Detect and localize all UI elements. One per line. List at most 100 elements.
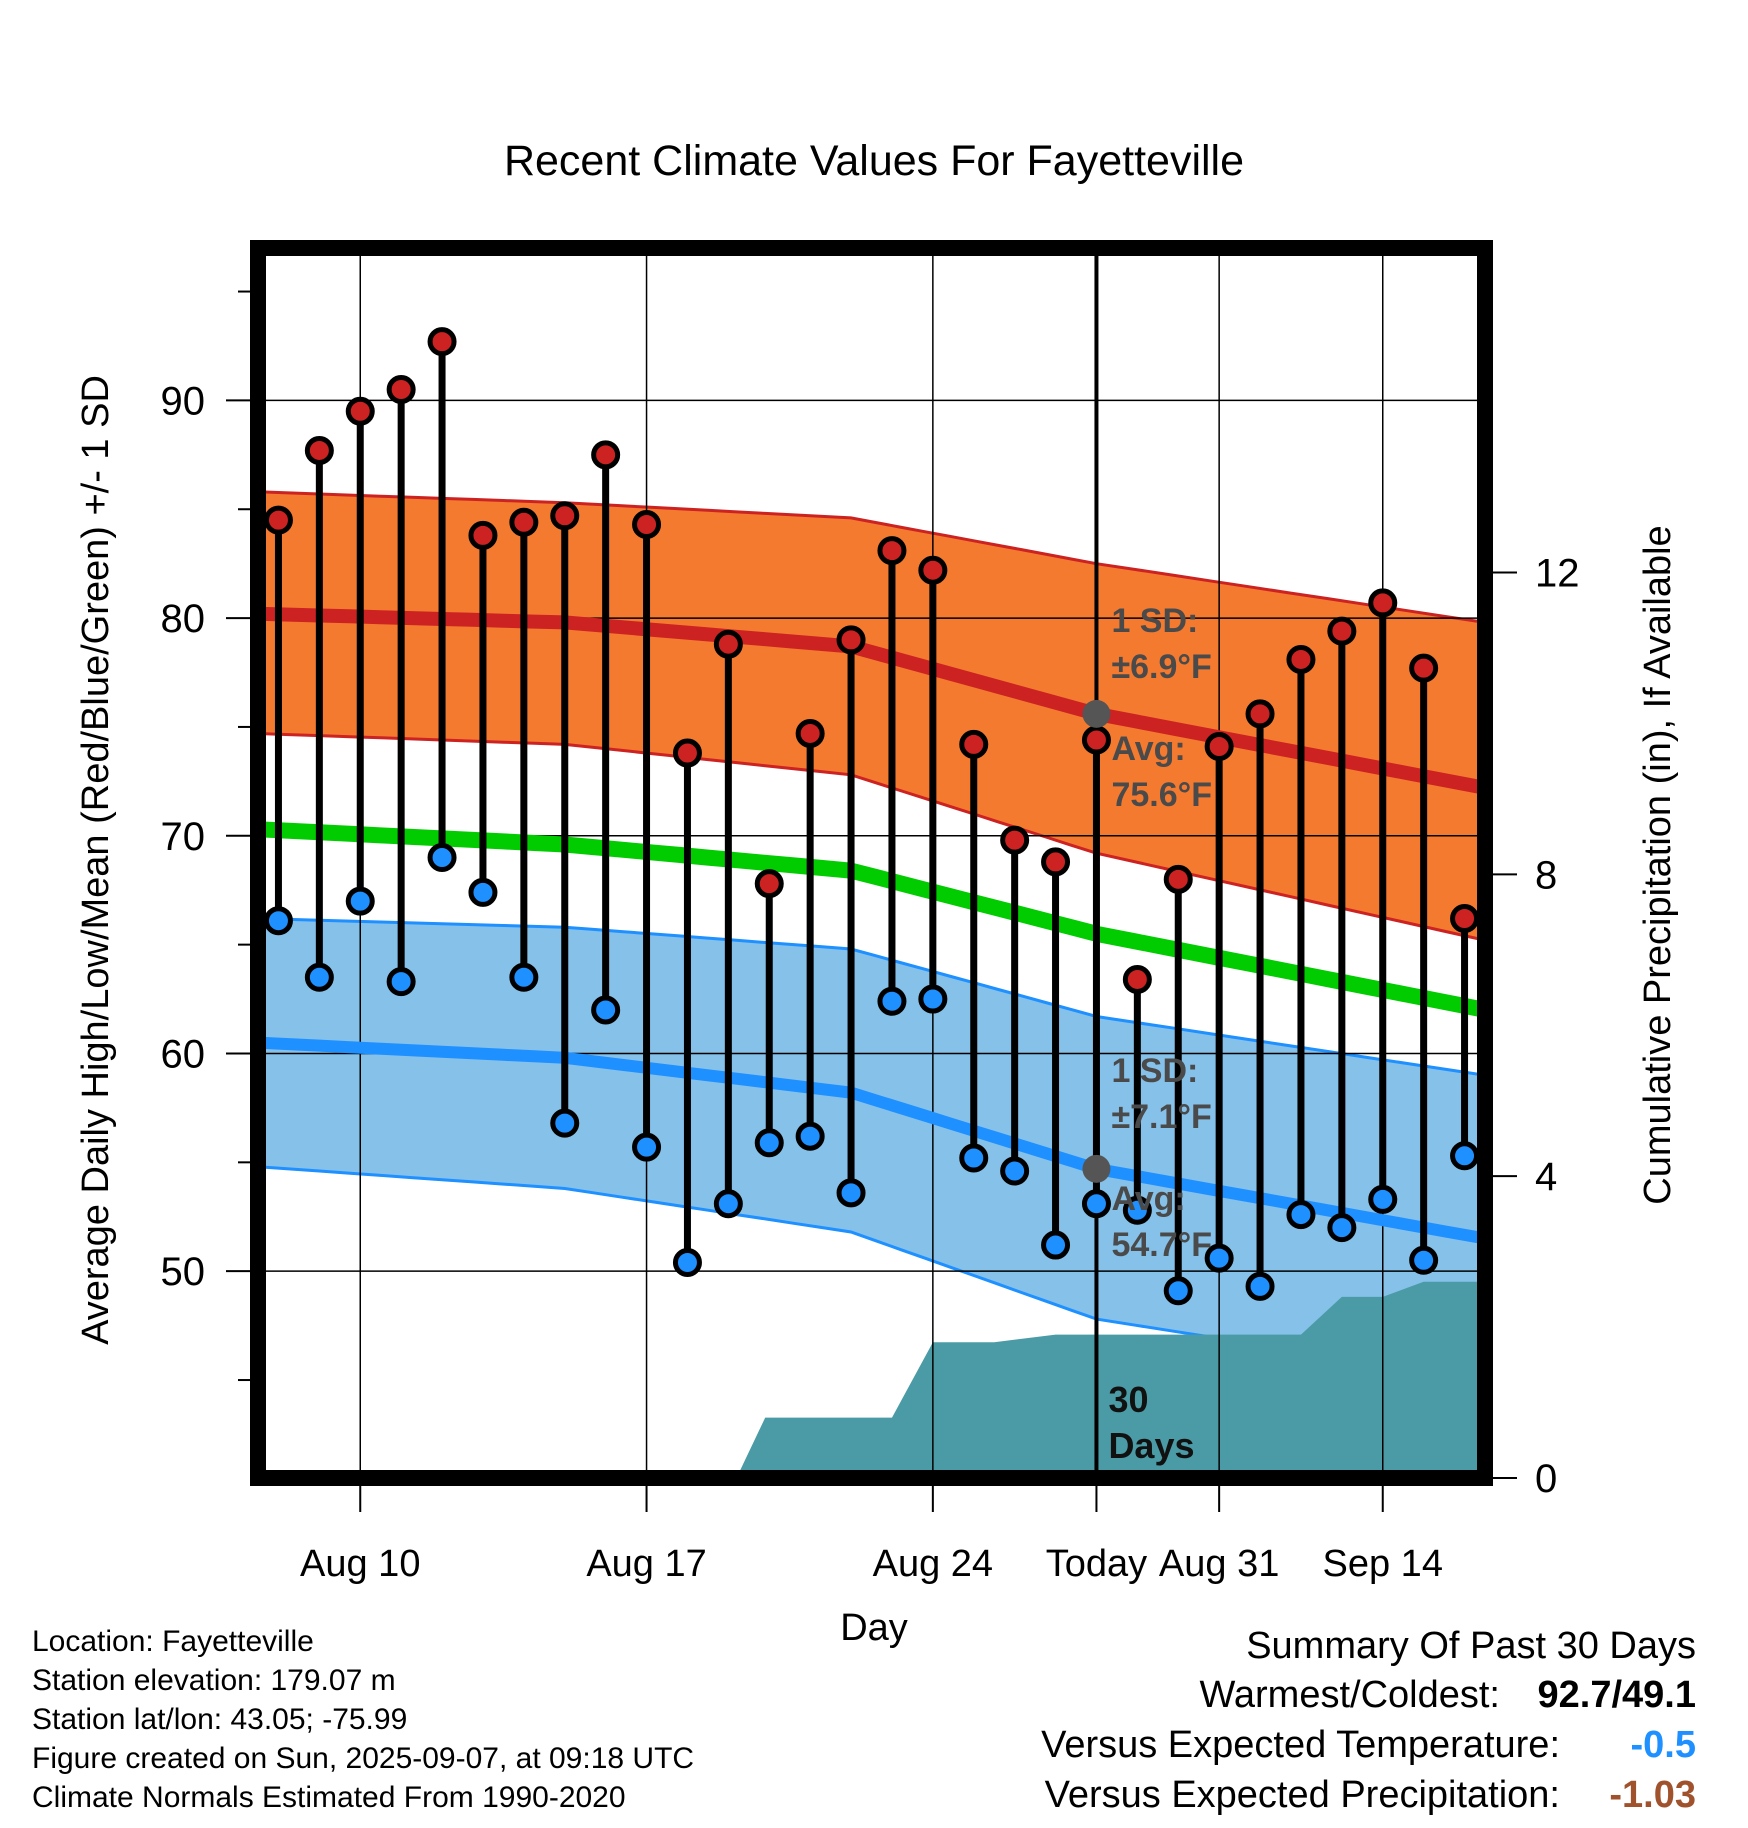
- high-point: [1409, 653, 1439, 683]
- high-point: [672, 738, 702, 768]
- y2-axis-label: Cumulative Precipitation (in), If Availa…: [1637, 525, 1679, 1204]
- high-point: [1122, 964, 1152, 994]
- high-point: [959, 729, 989, 759]
- low-point: [1245, 1271, 1275, 1301]
- high-point: [1000, 825, 1030, 855]
- precip-value: -1.03: [1609, 1774, 1696, 1816]
- low-point: [1450, 1141, 1480, 1171]
- summary-temp-row: Versus Expected Temperature: -0.5: [1041, 1720, 1696, 1770]
- low-point: [386, 967, 416, 997]
- high-point: [1081, 725, 1111, 755]
- high-point: [550, 501, 580, 531]
- axes: 50 60 70 80 90 0 4 8 12 Aug 10 Aug 17 Aug 24 Aug 31 T…: [161, 240, 1580, 1585]
- warmest-label: Warmest/Coldest:: [1199, 1674, 1500, 1716]
- low-point: [1000, 1156, 1030, 1186]
- high-point: [1327, 616, 1357, 646]
- high-point: [795, 718, 825, 748]
- low-point: [795, 1121, 825, 1151]
- x-tick-label: Today: [1046, 1543, 1147, 1585]
- high-sd-label: 1 SD:: [1111, 602, 1198, 640]
- low-point: [263, 906, 293, 936]
- elevation-text: Station elevation: 179.07 m: [32, 1664, 396, 1697]
- high-point: [386, 375, 416, 405]
- high-point: [836, 625, 866, 655]
- y2-tick-label: 8: [1535, 853, 1557, 897]
- temp-label: Versus Expected Temperature:: [1041, 1724, 1560, 1766]
- low-point: [754, 1128, 784, 1158]
- days-count-label: 30: [1108, 1379, 1148, 1420]
- low-point: [1327, 1213, 1357, 1243]
- high-point: [632, 509, 662, 539]
- plot-content: [258, 248, 1485, 1478]
- location-text: Location: Fayetteville: [32, 1625, 314, 1658]
- y-tick-label: 60: [161, 1032, 206, 1076]
- low-point: [877, 986, 907, 1016]
- high-point: [1204, 732, 1234, 762]
- high-point: [1245, 699, 1275, 729]
- days-word-label: Days: [1108, 1425, 1194, 1466]
- normals-text: Climate Normals Estimated From 1990-2020: [32, 1781, 626, 1814]
- summary-precip-row: Versus Expected Precipitation: -1.03: [1041, 1770, 1696, 1820]
- low-point: [509, 962, 539, 992]
- y2-tick-label: 0: [1535, 1457, 1557, 1501]
- precip-label: Versus Expected Precipitation:: [1044, 1774, 1560, 1816]
- low-point: [959, 1143, 989, 1173]
- high-point: [263, 505, 293, 535]
- temp-value: -0.5: [1630, 1724, 1696, 1766]
- y-tick-label: 70: [161, 815, 206, 859]
- y2-tick-label: 12: [1535, 551, 1580, 595]
- x-tick-label: Sep 14: [1323, 1543, 1443, 1585]
- high-point: [754, 869, 784, 899]
- high-avg-label: Avg:: [1111, 730, 1185, 768]
- latlon-text: Station lat/lon: 43.05; -75.99: [32, 1703, 408, 1736]
- high-point: [427, 327, 457, 357]
- high-sd-band-upper-edge: [258, 490, 1485, 624]
- high-point: [468, 520, 498, 550]
- high-point: [304, 435, 334, 465]
- high-point: [713, 629, 743, 659]
- low-avg-label: Avg:: [1111, 1180, 1185, 1218]
- low-point: [550, 1108, 580, 1138]
- high-avg-value: 75.6°F: [1111, 776, 1212, 814]
- x-tick-label: Aug 24: [873, 1543, 993, 1585]
- y-tick-label: 90: [161, 379, 206, 423]
- low-sd-value: ±7.1°F: [1111, 1098, 1211, 1136]
- low-point: [713, 1189, 743, 1219]
- high-point: [1450, 904, 1480, 934]
- high-point: [1041, 847, 1071, 877]
- precip-area: [736, 1281, 1485, 1478]
- low-point: [1163, 1276, 1193, 1306]
- summary-warmest-row: Warmest/Coldest: 92.7/49.1: [1041, 1670, 1696, 1720]
- x-tick-label: Aug 31: [1159, 1543, 1279, 1585]
- low-point: [591, 995, 621, 1025]
- y-axis-label: Average Daily High/Low/Mean (Red/Blue/Gr…: [75, 375, 117, 1345]
- warmest-value: 92.7/49.1: [1537, 1674, 1696, 1716]
- low-point: [345, 886, 375, 916]
- low-point: [304, 962, 334, 992]
- high-point: [345, 396, 375, 426]
- low-point: [1041, 1230, 1071, 1260]
- high-point: [591, 440, 621, 470]
- high-point: [1368, 588, 1398, 618]
- x-tick-label: Aug 17: [586, 1543, 706, 1585]
- low-point: [1081, 1189, 1111, 1219]
- created-text: Figure created on Sun, 2025-09-07, at 09…: [32, 1742, 695, 1775]
- today-low-normal-marker: [1082, 1154, 1111, 1183]
- low-point: [836, 1178, 866, 1208]
- low-point: [1409, 1245, 1439, 1275]
- low-point: [918, 984, 948, 1014]
- high-point: [509, 507, 539, 537]
- low-point: [1368, 1184, 1398, 1214]
- low-point: [1122, 1195, 1152, 1225]
- chart-title: Recent Climate Values For Fayetteville: [504, 137, 1244, 185]
- high-point: [1163, 864, 1193, 894]
- high-point: [1286, 644, 1316, 674]
- x-tick-label: Aug 10: [300, 1543, 420, 1585]
- low-point: [427, 843, 457, 873]
- plot-area: 1 SD: ±6.9°F Avg: 75.6°F 1 SD: ±7.1°F Avg: 54.7…: [258, 248, 1485, 1478]
- high-point: [877, 536, 907, 566]
- y-tick-label: 50: [161, 1250, 206, 1294]
- y2-tick-label: 4: [1535, 1155, 1557, 1199]
- low-avg-value: 54.7°F: [1111, 1226, 1212, 1264]
